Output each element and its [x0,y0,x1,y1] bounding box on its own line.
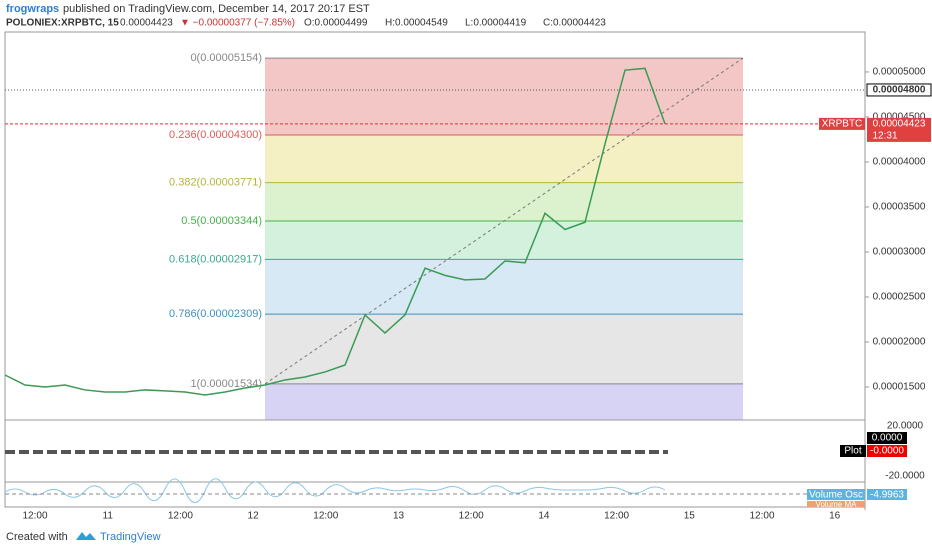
brand[interactable]: TradingView [100,531,161,543]
y-tick-label: 0.00004500 [873,112,926,123]
x-tick-label: 12:00 [749,511,774,522]
y-tick-label: 0.00002000 [873,337,926,348]
y-tick-label: 0.00004000 [873,157,926,168]
low: L:0.00004419 [465,18,527,29]
name-tag [819,117,865,130]
fib-label: 0(0.00005154) [190,52,262,64]
plot-b-tag [867,445,907,457]
y-tick-label: 0.00003500 [873,202,926,213]
plot-a: 0.0000 [872,433,903,444]
fib-band [265,58,743,135]
ma-tag [807,501,865,507]
fib-band [265,182,743,222]
tag-value: 0.00004423 [873,119,926,130]
created: Created with [6,531,68,543]
symbol: POLONIEX:XRPBTC, 15 [6,18,119,29]
fib-group: 0(0.00005154) 0.236(0.00004300) 0.382(0.00… [169,52,743,420]
price-tag [866,83,932,97]
plot-b: -0.0000 [870,446,904,457]
high: H:0.00004549 [385,18,448,29]
fib-band [265,259,743,315]
y-tick-label: 0.00005000 [873,67,926,78]
logo [76,532,96,540]
publisher[interactable]: frogwraps [6,3,59,15]
osc-name: Volume Osc [809,490,863,501]
plot-name: Plot [844,446,861,457]
x-tick-label: 12:00 [22,511,47,522]
x-tick-label: 11 [103,511,114,522]
fib-label: 0.618(0.00002917) [169,253,262,265]
ma-name: Volume MA [816,500,858,509]
y-tick-label: 0.00001500 [873,382,926,393]
close: C:0.00004423 [543,18,606,29]
fib-label: 1(0.00001534) [190,378,262,390]
last-price: 0.00004423 [120,18,173,29]
x-tick-label: 12 [248,511,260,522]
trend-line [264,57,744,385]
plot-tag [840,445,866,457]
open: O:0.00004499 [304,18,368,29]
osc-line [4,478,666,503]
osc-value: -4.9963 [870,490,904,501]
fib-label: 0.382(0.00003771) [169,176,262,188]
plot-a-tag [867,432,907,444]
ind-bottom: -20.0000 [885,471,925,482]
y-tick-label: 0.00002500 [873,292,926,303]
price-series [4,67,666,396]
price-label: 0.00004800 [873,85,926,96]
x-tick-label: 12:00 [459,511,484,522]
fib-band [265,383,743,420]
x-tick-label: 16 [829,511,841,522]
x-tick-label: 14 [538,511,550,522]
osc-tag [807,489,865,500]
fib-band [265,221,743,260]
fib-label: 0.786(0.00002309) [169,308,262,320]
fib-label: 0.236(0.00004300) [169,129,262,141]
value-tag [867,117,931,142]
published: published on TradingView.com, December 1… [63,3,370,15]
fib-band [265,134,743,183]
fib-band [265,314,743,384]
x-tick-label: 12:00 [168,511,193,522]
x-tick-label: 15 [684,511,696,522]
ind-top: 20.0000 [887,421,924,432]
x-tick-label: 12:00 [313,511,338,522]
osc-value-tag [867,489,907,500]
y-tick-label: 0.00003000 [873,247,926,258]
tag-name: XRPBTC [822,119,863,130]
change: ▼ −0.00000377 (−7.85%) [180,18,295,29]
x-tick-label: 13 [393,511,405,522]
tag-time: 12:31 [872,131,897,142]
fib-label: 0.5(0.00003344) [181,215,262,227]
x-tick-label: 12:00 [604,511,629,522]
